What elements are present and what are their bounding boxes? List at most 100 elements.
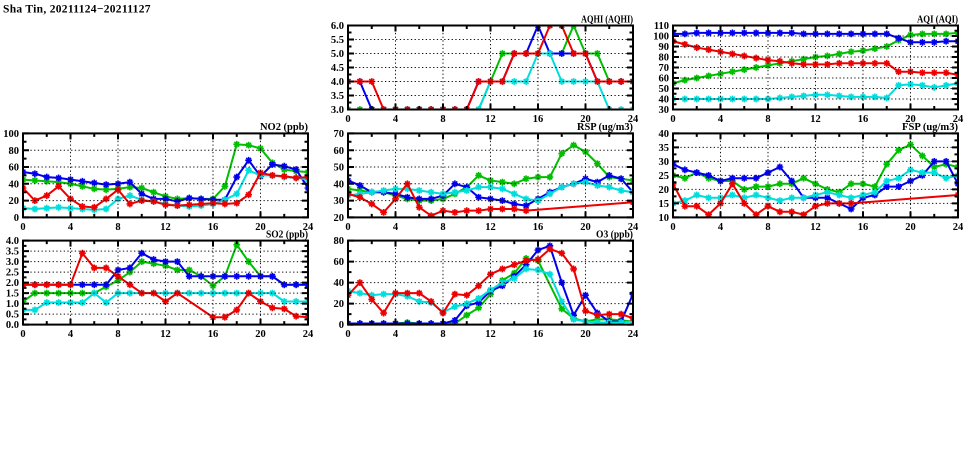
svg-text:AQI (AQI): AQI (AQI) <box>917 14 958 25</box>
svg-text:16: 16 <box>533 222 544 233</box>
svg-text:SO2 (ppb): SO2 (ppb) <box>266 229 308 240</box>
svg-text:50: 50 <box>334 163 345 174</box>
svg-text:0.5: 0.5 <box>6 310 19 321</box>
svg-text:0: 0 <box>670 222 675 233</box>
svg-text:0.0: 0.0 <box>6 320 19 331</box>
svg-text:20: 20 <box>905 222 916 233</box>
svg-text:4: 4 <box>393 329 399 340</box>
svg-text:4.0: 4.0 <box>6 236 19 247</box>
svg-text:12: 12 <box>485 114 496 125</box>
svg-text:2.0: 2.0 <box>6 278 19 289</box>
svg-text:20: 20 <box>255 222 266 233</box>
svg-text:20: 20 <box>580 329 591 340</box>
svg-text:70: 70 <box>334 129 345 140</box>
svg-text:4: 4 <box>718 222 724 233</box>
svg-text:20: 20 <box>905 114 916 125</box>
svg-text:O3 (ppb): O3 (ppb) <box>596 229 633 240</box>
svg-text:4: 4 <box>393 222 399 233</box>
svg-text:20: 20 <box>9 196 20 207</box>
svg-text:16: 16 <box>858 222 869 233</box>
svg-text:4: 4 <box>718 114 724 125</box>
svg-text:0: 0 <box>345 114 350 125</box>
svg-text:24: 24 <box>628 222 639 233</box>
svg-text:8: 8 <box>115 329 120 340</box>
svg-text:0: 0 <box>345 222 350 233</box>
svg-text:24: 24 <box>303 222 314 233</box>
svg-text:100: 100 <box>3 129 19 140</box>
svg-text:24: 24 <box>953 114 964 125</box>
svg-text:60: 60 <box>334 257 345 268</box>
svg-text:4.5: 4.5 <box>331 63 344 74</box>
svg-text:16: 16 <box>533 114 544 125</box>
svg-text:8: 8 <box>440 114 445 125</box>
svg-text:24: 24 <box>953 222 964 233</box>
svg-text:40: 40 <box>334 278 345 289</box>
svg-text:40: 40 <box>334 179 345 190</box>
svg-text:60: 60 <box>659 74 670 85</box>
svg-text:20: 20 <box>659 185 670 196</box>
svg-text:0: 0 <box>20 329 25 340</box>
svg-text:60: 60 <box>9 163 20 174</box>
svg-text:6.0: 6.0 <box>331 21 344 32</box>
svg-text:12: 12 <box>810 114 821 125</box>
svg-text:4: 4 <box>68 329 74 340</box>
svg-text:3.0: 3.0 <box>6 257 19 268</box>
svg-text:20: 20 <box>580 222 591 233</box>
svg-text:16: 16 <box>533 329 544 340</box>
svg-text:5.0: 5.0 <box>331 49 344 60</box>
svg-text:110: 110 <box>654 21 669 32</box>
svg-text:90: 90 <box>659 42 670 53</box>
svg-text:20: 20 <box>255 329 266 340</box>
svg-text:25: 25 <box>659 171 670 182</box>
svg-text:NO2 (ppb): NO2 (ppb) <box>260 122 308 133</box>
svg-text:30: 30 <box>659 157 670 168</box>
svg-text:2.5: 2.5 <box>6 268 19 279</box>
svg-text:0: 0 <box>345 329 350 340</box>
svg-text:60: 60 <box>334 146 345 157</box>
svg-text:20: 20 <box>334 299 345 310</box>
svg-text:Sha Tin, 20211124−20211127: Sha Tin, 20211124−20211127 <box>3 4 151 16</box>
svg-text:40: 40 <box>9 179 20 190</box>
svg-text:AQHI (AQHI): AQHI (AQHI) <box>581 14 633 25</box>
svg-text:12: 12 <box>485 329 496 340</box>
svg-text:12: 12 <box>810 222 821 233</box>
svg-text:40: 40 <box>659 129 670 140</box>
svg-text:5.5: 5.5 <box>331 35 344 46</box>
svg-text:24: 24 <box>628 114 639 125</box>
svg-text:40: 40 <box>659 95 670 106</box>
svg-text:3.0: 3.0 <box>331 105 344 116</box>
svg-text:FSP (ug/m3): FSP (ug/m3) <box>902 122 958 133</box>
svg-text:12: 12 <box>160 222 171 233</box>
svg-text:3.5: 3.5 <box>331 91 344 102</box>
svg-text:3.5: 3.5 <box>6 247 19 258</box>
svg-text:35: 35 <box>659 143 670 154</box>
svg-text:8: 8 <box>440 222 445 233</box>
svg-text:16: 16 <box>208 222 219 233</box>
svg-text:100: 100 <box>653 32 669 43</box>
svg-text:0: 0 <box>339 320 344 331</box>
svg-text:50: 50 <box>659 84 670 95</box>
svg-text:12: 12 <box>485 222 496 233</box>
svg-text:80: 80 <box>9 146 20 157</box>
svg-text:24: 24 <box>628 329 639 340</box>
svg-text:8: 8 <box>765 114 770 125</box>
svg-text:1.0: 1.0 <box>6 299 19 310</box>
svg-text:15: 15 <box>659 199 670 210</box>
svg-text:20: 20 <box>334 213 345 224</box>
svg-text:8: 8 <box>115 222 120 233</box>
svg-text:1.5: 1.5 <box>6 289 19 300</box>
svg-text:20: 20 <box>580 114 591 125</box>
svg-text:0: 0 <box>670 114 675 125</box>
svg-text:10: 10 <box>659 213 670 224</box>
svg-text:RSP (ug/m3): RSP (ug/m3) <box>577 122 633 133</box>
svg-text:80: 80 <box>659 53 670 64</box>
svg-text:12: 12 <box>160 329 171 340</box>
svg-text:16: 16 <box>208 329 219 340</box>
svg-text:8: 8 <box>440 329 445 340</box>
svg-text:0: 0 <box>14 213 19 224</box>
svg-text:4.0: 4.0 <box>331 77 344 88</box>
svg-text:4: 4 <box>393 114 399 125</box>
svg-text:16: 16 <box>858 114 869 125</box>
svg-text:30: 30 <box>334 196 345 207</box>
svg-text:4: 4 <box>68 222 74 233</box>
